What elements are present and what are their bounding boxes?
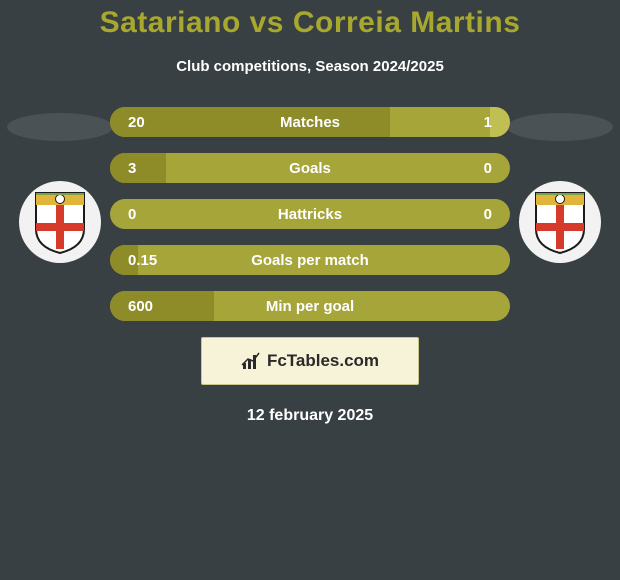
stat-row: 0.15Goals per match [110,245,510,275]
stat-value-left: 0 [110,206,200,223]
club-badge-left [19,181,101,263]
club-badge-right [519,181,601,263]
stat-label: Matches [200,114,420,131]
player-right-column [500,107,620,263]
brand-box[interactable]: FcTables.com [201,337,419,385]
stat-label: Goals [200,160,420,177]
stat-label: Goals per match [200,252,420,269]
stat-value-right: 1 [420,114,510,131]
subtitle: Club competitions, Season 2024/2025 [0,58,620,75]
stat-value-left: 0.15 [110,252,200,269]
player-left-column [0,107,120,263]
stat-row: 20Matches1 [110,107,510,137]
stat-value-right: 0 [420,160,510,177]
bar-chart-icon [241,351,261,371]
stat-value-left: 20 [110,114,200,131]
stat-label: Min per goal [200,298,420,315]
brand-text: FcTables.com [267,351,379,371]
stat-value-left: 600 [110,298,200,315]
stat-value-left: 3 [110,160,200,177]
stat-value-right: 0 [420,206,510,223]
shield-icon [32,189,88,255]
comparison-content: 20Matches13Goals00Hattricks00.15Goals pe… [0,107,620,425]
shield-icon [532,189,588,255]
date-text: 12 february 2025 [0,407,620,425]
stat-bars: 20Matches13Goals00Hattricks00.15Goals pe… [110,107,510,321]
stat-row: 600Min per goal [110,291,510,321]
player-left-silhouette [7,113,113,141]
stat-row: 0Hattricks0 [110,199,510,229]
page-title: Satariano vs Correia Martins [0,0,620,40]
stat-label: Hattricks [200,206,420,223]
stat-row: 3Goals0 [110,153,510,183]
player-right-silhouette [507,113,613,141]
